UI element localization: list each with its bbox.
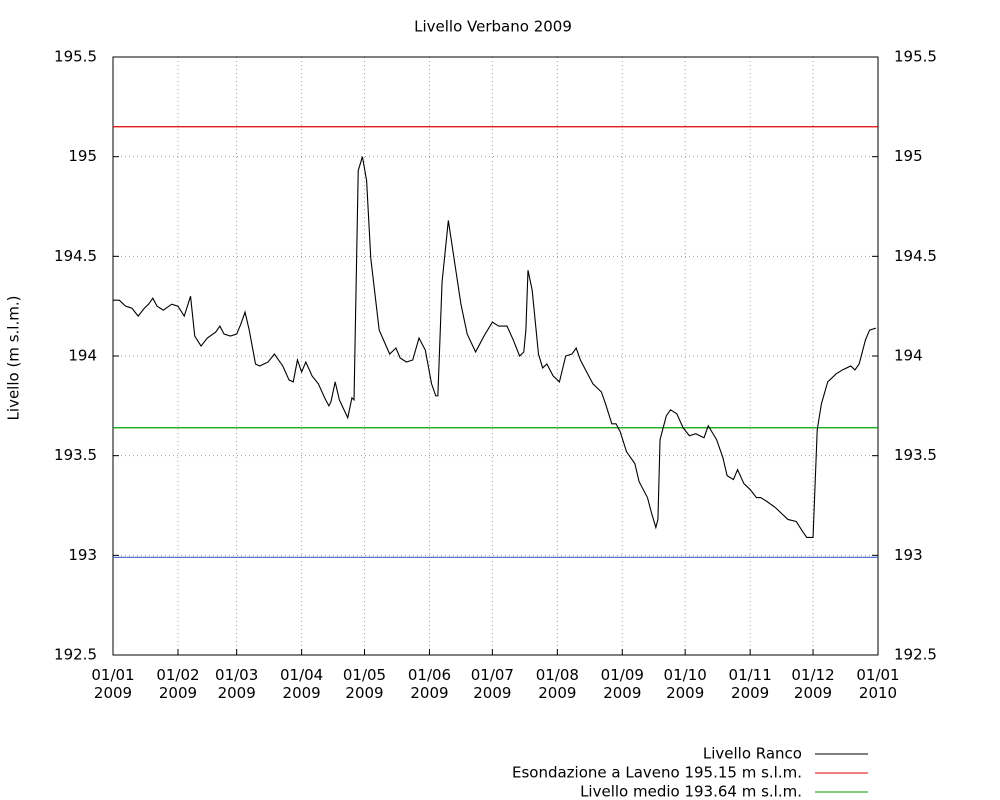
x-tick-label: 01/11 2009 xyxy=(729,666,772,702)
x-tick-label: 01/09 2009 xyxy=(601,666,644,702)
y2-tick-label: 192.5 xyxy=(894,646,937,664)
x-tick-label: 01/08 2009 xyxy=(536,666,579,702)
y-tick-label: 194.5 xyxy=(54,247,97,265)
y-tick-label: 193.5 xyxy=(54,446,97,464)
y2-tick-label: 194 xyxy=(894,347,923,365)
x-tick-label: 01/03 2009 xyxy=(215,666,258,702)
x-tick-label: 01/06 2009 xyxy=(408,666,451,702)
x-tick-label: 01/04 2009 xyxy=(280,666,323,702)
y-tick-label: 192.5 xyxy=(54,646,97,664)
x-tick-label: 01/02 2009 xyxy=(156,666,199,702)
x-tick-label: 01/10 2009 xyxy=(664,666,707,702)
y2-tick-label: 194.5 xyxy=(894,247,937,265)
y2-tick-label: 193.5 xyxy=(894,446,937,464)
x-tick-label: 01/12 2009 xyxy=(791,666,834,702)
y2-tick-label: 195 xyxy=(894,147,923,165)
y-axis-label: Livello (m s.l.m.) xyxy=(5,296,23,421)
y-tick-label: 195 xyxy=(68,147,97,165)
y-tick-label: 195.5 xyxy=(54,48,97,66)
x-tick-label: 01/01 2010 xyxy=(856,666,899,702)
y2-tick-label: 193 xyxy=(894,546,923,564)
legend-label: Livello medio 193.64 m s.l.m. xyxy=(580,783,802,800)
line xyxy=(113,156,877,538)
chart-title: Livello Verbano 2009 xyxy=(414,18,572,36)
legend-label: Esondazione a Laveno 195.15 m s.l.m. xyxy=(512,764,802,782)
y-tick-label: 194 xyxy=(68,347,97,365)
x-tick-label: 01/07 2009 xyxy=(471,666,514,702)
y2-tick-label: 195.5 xyxy=(894,48,937,66)
x-tick-label: 01/01 2009 xyxy=(91,666,134,702)
plot-frame xyxy=(112,56,879,656)
y-tick-label: 193 xyxy=(68,546,97,564)
legend-label: Livello Ranco xyxy=(703,745,802,763)
x-tick-label: 01/05 2009 xyxy=(343,666,386,702)
